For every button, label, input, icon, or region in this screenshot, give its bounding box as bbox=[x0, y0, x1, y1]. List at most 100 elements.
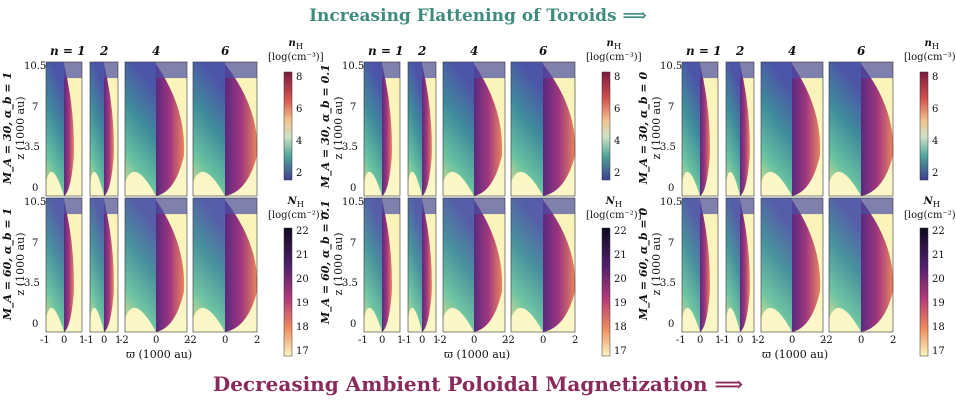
panel-n6-row1 bbox=[510, 61, 576, 197]
xtick-label: -1 bbox=[676, 335, 686, 346]
xtick-label: 0 bbox=[222, 335, 229, 346]
colorbar-column-tick: 22 bbox=[614, 226, 627, 237]
colorbar-column-tick: 22 bbox=[296, 226, 309, 237]
colorbar-density-title: nH [log(cm⁻³)] bbox=[904, 38, 956, 63]
column-label: 4 bbox=[470, 44, 479, 58]
colorbar-column-title: NH [log(cm⁻²)] bbox=[586, 196, 642, 221]
panel-n4-row1 bbox=[760, 61, 824, 197]
xtick-label: 1 bbox=[115, 335, 122, 346]
colorbar-column-tick: 18 bbox=[932, 322, 945, 333]
ytick-label: 0 bbox=[350, 319, 357, 330]
xtick-label: 2 bbox=[184, 335, 191, 346]
column-label: 2 bbox=[418, 44, 427, 58]
xtick-label: -2 bbox=[187, 335, 197, 346]
colorbar-density-tick: 6 bbox=[932, 104, 939, 115]
xtick-label: -1 bbox=[40, 335, 50, 346]
ytick-label: 7 bbox=[32, 237, 39, 249]
ytick-label: 0 bbox=[668, 319, 675, 330]
ytick-label: 0 bbox=[668, 183, 675, 194]
panel-n2-row1 bbox=[407, 61, 437, 197]
panel-n4-row2 bbox=[442, 197, 506, 333]
figure-panels bbox=[363, 61, 611, 357]
panel-n6-row2 bbox=[828, 197, 894, 333]
colorbar-density-tick: 2 bbox=[932, 168, 939, 179]
panel-n4-row1 bbox=[124, 61, 188, 197]
ytick-label: 10.5 bbox=[342, 197, 365, 208]
colorbar-column-title: NH [log(cm⁻²)] bbox=[268, 196, 324, 221]
xtick-label: 0 bbox=[101, 335, 108, 346]
ytick-label: 3.5 bbox=[24, 142, 40, 154]
ytick-label: 10.5 bbox=[24, 61, 47, 72]
colorbar-column bbox=[919, 227, 929, 357]
colorbar-column-tick: 17 bbox=[932, 346, 945, 357]
figure-panels bbox=[45, 61, 293, 357]
y-axis-label: M_A = 30, α_b = 0.1 z (1000 au) bbox=[319, 64, 345, 188]
ytick-label: 3.5 bbox=[24, 278, 40, 290]
x-axis-label: ϖ (1000 au) bbox=[762, 348, 829, 361]
xtick-label: 2 bbox=[254, 335, 261, 346]
figure-3: n = 1 2 4 6 10.5 7 3.5 0 10.5 7 3.5 0 -1 0 1 -1 0 1 -2 0 2 -2… bbox=[637, 36, 956, 366]
ytick-label: 3.5 bbox=[660, 278, 676, 290]
panel-n1-row2 bbox=[681, 197, 719, 333]
colorbar-density bbox=[601, 71, 611, 181]
panel-n6-row1 bbox=[828, 61, 894, 197]
colorbar-density-tick: 2 bbox=[614, 168, 621, 179]
colorbar-density-tick: 4 bbox=[932, 136, 939, 147]
panel-n4-row2 bbox=[760, 197, 824, 333]
xtick-label: -2 bbox=[755, 335, 765, 346]
xtick-label: 0 bbox=[153, 335, 160, 346]
column-label: n = 1 bbox=[50, 44, 86, 58]
figure-1: n = 1 2 4 6 10.5 7 3.5 0 10.5 7 3.5 0 -1 0 1 -1 0 1 -2 0 2 -2… bbox=[1, 36, 324, 366]
column-label: 2 bbox=[100, 44, 109, 58]
panel-n1-row2 bbox=[363, 197, 401, 333]
xtick-label: -2 bbox=[119, 335, 129, 346]
colorbar-density-tick: 8 bbox=[296, 72, 303, 83]
ytick-label: 0 bbox=[350, 183, 357, 194]
colorbar-density bbox=[283, 71, 293, 181]
colorbar-density-tick: 4 bbox=[614, 136, 621, 147]
colorbar-column-title: NH [log(cm⁻²)] bbox=[904, 196, 956, 221]
ytick-label: 10.5 bbox=[660, 61, 683, 72]
colorbar-column-tick: 20 bbox=[296, 274, 309, 285]
column-label: 4 bbox=[152, 44, 161, 58]
panel-n6-row2 bbox=[510, 197, 576, 333]
colorbar-column-tick: 18 bbox=[614, 322, 627, 333]
panel-n1-row1 bbox=[45, 61, 83, 197]
xtick-label: 0 bbox=[789, 335, 796, 346]
column-label: n = 1 bbox=[686, 44, 722, 58]
xtick-label: -1 bbox=[358, 335, 368, 346]
x-axis-label: ϖ (1000 au) bbox=[126, 348, 193, 361]
colorbar-density-tick: 4 bbox=[296, 136, 303, 147]
xtick-label: 1 bbox=[79, 335, 86, 346]
colorbar-density-title: nH [log(cm⁻³)] bbox=[268, 38, 324, 63]
panel-n2-row2 bbox=[725, 197, 755, 333]
panel-n2-row2 bbox=[89, 197, 119, 333]
xtick-label: 0 bbox=[61, 335, 68, 346]
figure-2: n = 1 2 4 6 10.5 7 3.5 0 10.5 7 3.5 0 -1 0 1 -1 0 1 -2 0 2 -2… bbox=[319, 36, 642, 366]
column-label: 4 bbox=[788, 44, 797, 58]
figure-panels bbox=[681, 61, 929, 357]
xtick-label: 0 bbox=[419, 335, 426, 346]
column-label: 6 bbox=[221, 44, 230, 58]
ytick-label: 3.5 bbox=[342, 142, 358, 154]
colorbar-column-tick: 21 bbox=[932, 250, 945, 261]
panel-n1-row1 bbox=[681, 61, 719, 197]
ytick-label: 7 bbox=[350, 101, 357, 113]
colorbar-column-tick: 21 bbox=[614, 250, 627, 261]
column-label: n = 1 bbox=[368, 44, 404, 58]
colorbar-column-tick: 19 bbox=[296, 298, 309, 309]
panel-n6-row1 bbox=[192, 61, 258, 197]
ytick-label: 7 bbox=[350, 237, 357, 249]
y-axis-label: M_A = 60, α_b = 0.1 z (1000 au) bbox=[319, 200, 345, 324]
xtick-label: 0 bbox=[737, 335, 744, 346]
xtick-label: -2 bbox=[823, 335, 833, 346]
ytick-label: 10.5 bbox=[24, 197, 47, 208]
xtick-label: -1 bbox=[720, 335, 730, 346]
colorbar-column-tick: 17 bbox=[614, 346, 627, 357]
colorbar-column bbox=[283, 227, 293, 357]
column-label: 2 bbox=[736, 44, 745, 58]
colorbar-column-tick: 22 bbox=[932, 226, 945, 237]
